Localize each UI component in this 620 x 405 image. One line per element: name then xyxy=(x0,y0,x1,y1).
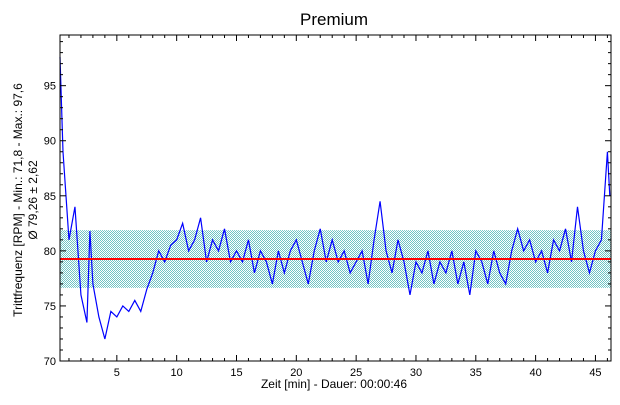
x-tick-label: 5 xyxy=(114,367,120,379)
x-tick-label: 35 xyxy=(470,367,482,379)
y-tick-label: 95 xyxy=(44,81,56,93)
y-axis-label: Trittfrequenz [RPM] - Min.: 71,8 - Max.:… xyxy=(11,83,25,317)
x-tick-label: 45 xyxy=(589,367,601,379)
x-tick-label: 10 xyxy=(171,367,183,379)
y-axis-stats-label: Ø 79,26 ± 2,62 xyxy=(26,160,40,240)
x-tick-label: 15 xyxy=(230,367,242,379)
plot-area xyxy=(60,35,611,361)
y-tick-label: 70 xyxy=(44,356,56,368)
y-tick-label: 80 xyxy=(44,246,56,258)
y-tick-label: 75 xyxy=(44,301,56,313)
y-tick-label: 85 xyxy=(44,191,56,203)
plot-border xyxy=(59,34,612,362)
x-tick-label: 30 xyxy=(410,367,422,379)
y-tick-label: 90 xyxy=(44,136,56,148)
x-axis-label: Zeit [min] - Dauer: 00:00:46 xyxy=(261,377,407,391)
x-tick-label: 40 xyxy=(529,367,541,379)
x-tick-label: 20 xyxy=(290,367,302,379)
x-tick-label: 25 xyxy=(350,367,362,379)
cadence-series-line xyxy=(59,57,611,340)
chart-title: Premium xyxy=(300,10,368,29)
